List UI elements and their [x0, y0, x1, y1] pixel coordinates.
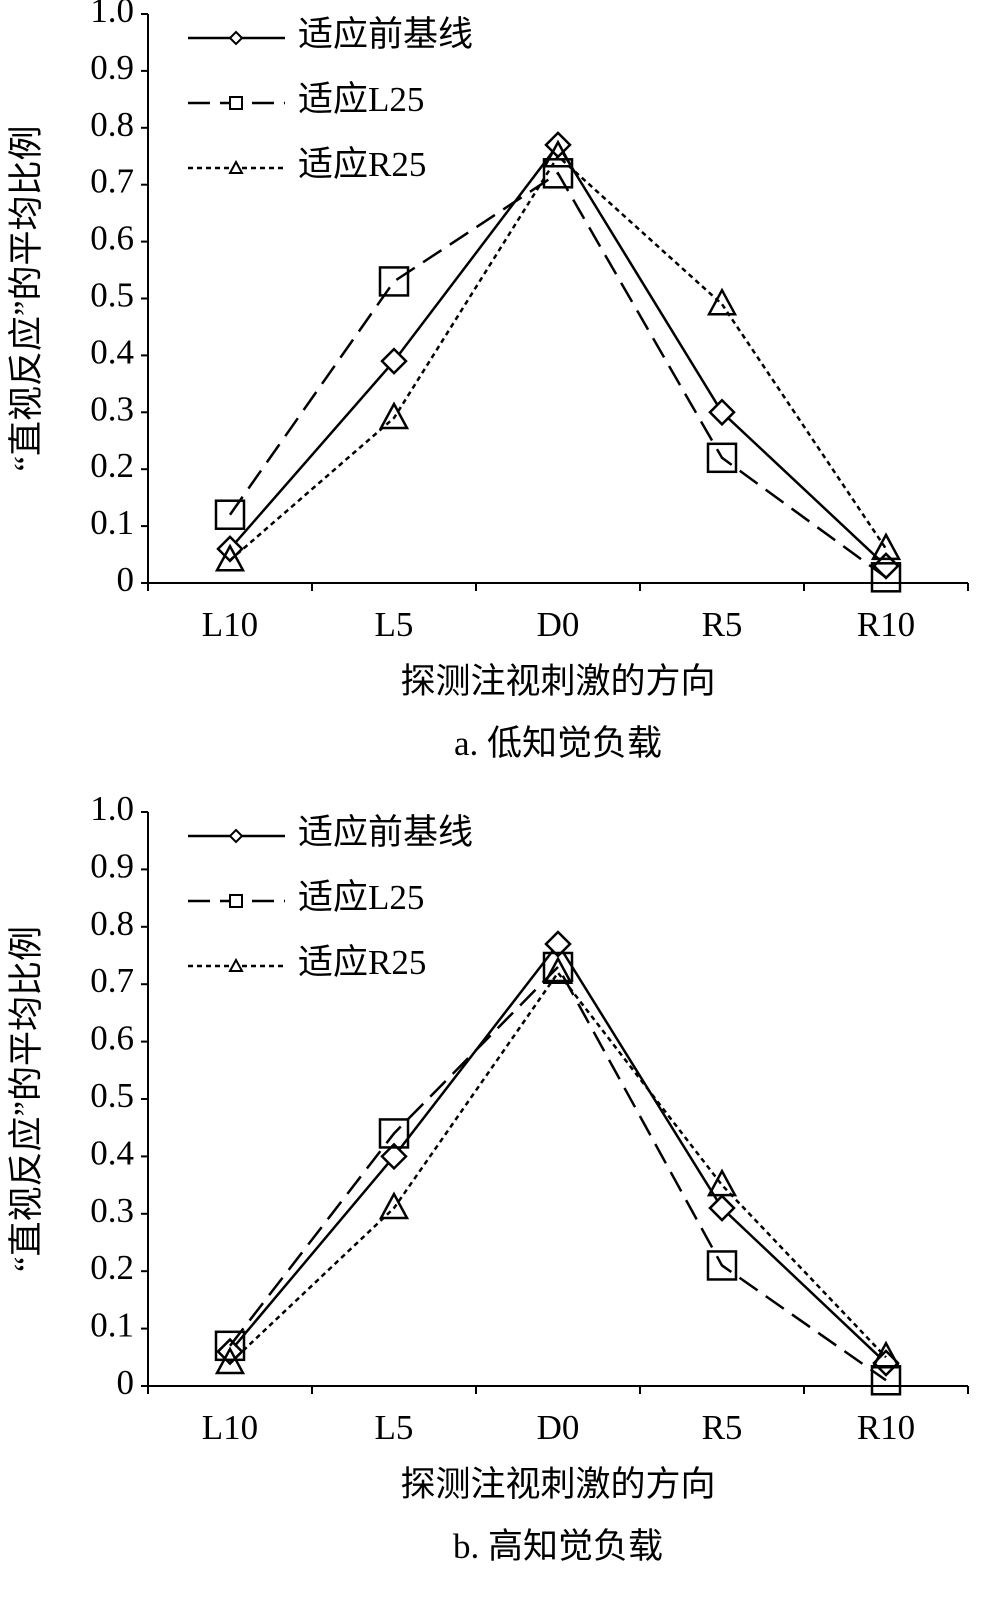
- y-tick-label: 0.6: [90, 1019, 134, 1058]
- legend-marker: [228, 159, 244, 174]
- legend-label: 适应R25: [298, 145, 426, 184]
- series-line: [229, 154, 888, 562]
- marker-square: [542, 951, 574, 983]
- marker-diamond: [380, 347, 408, 375]
- y-tick-label: 0.1: [90, 1306, 134, 1345]
- series-line: [228, 171, 887, 579]
- x-axis-title: 探测注视刺激的方向: [400, 1465, 715, 1504]
- y-tick-label: 1.0: [90, 789, 134, 828]
- marker-square: [706, 1250, 738, 1281]
- marker-square: [542, 158, 574, 189]
- marker-square: [870, 562, 902, 593]
- series-line: [229, 142, 887, 567]
- y-axis-title: “直视反应”的平均比例: [7, 125, 46, 471]
- legend-label: 适应L25: [298, 80, 424, 119]
- legend-label: 适应前基线: [298, 813, 473, 852]
- y-tick-label: 0.7: [90, 961, 134, 1000]
- marker-square: [378, 1118, 410, 1149]
- y-tick-label: 0.3: [90, 389, 134, 428]
- x-tick-label: L10: [202, 605, 258, 644]
- legend-marker: [229, 894, 243, 908]
- marker-triangle: [870, 532, 902, 561]
- marker-triangle: [214, 1346, 246, 1375]
- x-tick-label: R5: [702, 1408, 743, 1447]
- y-tick-label: 0.3: [90, 1191, 134, 1230]
- y-tick-label: 0: [117, 560, 135, 599]
- marker-square: [214, 499, 246, 530]
- y-tick-label: 1.0: [90, 0, 134, 30]
- marker-triangle: [378, 1191, 410, 1220]
- y-tick-label: 0: [117, 1363, 135, 1402]
- marker-triangle: [870, 1340, 902, 1369]
- legend-marker: [228, 828, 244, 844]
- legend-marker: [229, 96, 243, 110]
- marker-triangle: [378, 401, 410, 430]
- y-tick-label: 0.8: [90, 105, 134, 144]
- y-tick-label: 0.5: [90, 1076, 134, 1115]
- legend-marker: [228, 30, 244, 46]
- series-line: [229, 964, 887, 1382]
- x-axis-title: 探测注视刺激的方向: [400, 662, 715, 701]
- y-tick-label: 0.4: [90, 332, 134, 371]
- legend-label: 适应前基线: [298, 15, 473, 54]
- legend-label: 适应L25: [298, 878, 424, 917]
- x-tick-label: D0: [537, 1408, 580, 1447]
- x-tick-label: D0: [537, 605, 580, 644]
- marker-diamond: [708, 1194, 736, 1222]
- y-tick-label: 0.4: [90, 1133, 134, 1172]
- y-tick-label: 0.7: [90, 162, 134, 201]
- x-tick-label: L5: [375, 605, 414, 644]
- y-tick-label: 0.1: [90, 503, 134, 542]
- x-tick-label: L5: [375, 1408, 414, 1447]
- y-axis-title: “直视反应”的平均比例: [7, 926, 46, 1272]
- y-tick-label: 0.9: [90, 48, 134, 87]
- caption: a. 低知觉负载: [454, 724, 662, 763]
- y-tick-label: 0.6: [90, 219, 134, 258]
- marker-square: [378, 266, 410, 297]
- marker-triangle: [706, 1168, 738, 1197]
- marker-diamond: [708, 398, 736, 427]
- legend-label: 适应R25: [298, 943, 426, 982]
- series-line: [229, 941, 887, 1364]
- marker-diamond: [544, 930, 572, 958]
- marker-triangle: [706, 287, 738, 316]
- y-tick-label: 0.8: [90, 904, 134, 943]
- marker-triangle: [542, 956, 574, 984]
- x-tick-label: R10: [857, 605, 915, 644]
- marker-diamond: [380, 1142, 408, 1171]
- x-tick-label: R5: [702, 605, 743, 644]
- y-tick-label: 0.5: [90, 276, 134, 315]
- x-tick-label: L10: [202, 1408, 258, 1447]
- x-tick-label: R10: [857, 1408, 915, 1447]
- marker-triangle: [542, 139, 574, 168]
- marker-square: [214, 1330, 246, 1362]
- series-line: [229, 970, 887, 1364]
- marker-square: [706, 442, 738, 474]
- caption: b. 高知觉负载: [453, 1527, 663, 1566]
- legend-marker: [228, 957, 244, 972]
- y-tick-label: 0.9: [90, 846, 134, 885]
- marker-triangle: [214, 543, 246, 572]
- y-tick-label: 0.2: [90, 446, 134, 485]
- y-tick-label: 0.2: [90, 1248, 134, 1287]
